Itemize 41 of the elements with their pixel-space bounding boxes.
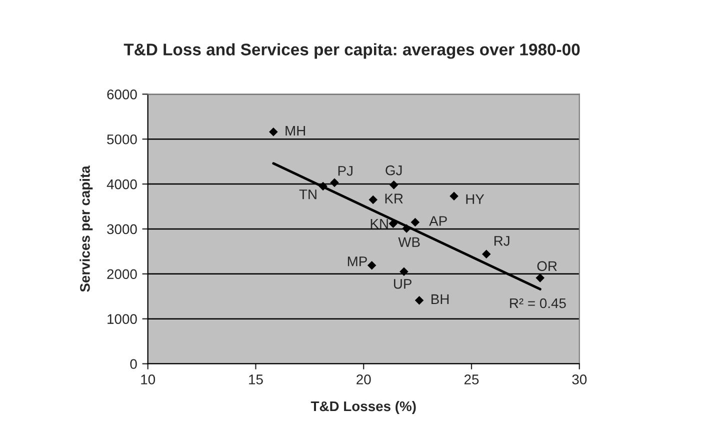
y-tick-label: 5000 (107, 134, 137, 144)
annotation: WB (398, 237, 420, 247)
annotation: RJ (494, 236, 510, 246)
x-tick-label: 30 (572, 374, 587, 384)
annotation: HY (466, 194, 484, 204)
y-tick-label: 3000 (107, 224, 137, 234)
y-tick-label: 6000 (107, 90, 137, 100)
point (269, 128, 278, 136)
annotation: BH (432, 294, 449, 304)
y-tick-label: 1000 (108, 314, 137, 324)
annotation: OR (537, 261, 557, 272)
x-tick-label: 15 (249, 374, 263, 384)
point (536, 274, 545, 282)
point (367, 260, 376, 270)
x-tick-label: 25 (464, 374, 479, 384)
point (482, 250, 491, 259)
point (400, 267, 408, 276)
point (389, 180, 398, 190)
annotation: GJ (386, 165, 402, 176)
annotation: R² = 0.45 (510, 298, 566, 308)
x-tick-label: 20 (356, 374, 371, 384)
y-tick-label: 4000 (106, 179, 137, 190)
point (450, 192, 458, 201)
annotation: MH (286, 126, 305, 136)
annotation: KR (385, 194, 403, 204)
annotation: AP (429, 216, 447, 226)
point (414, 296, 424, 305)
point (330, 178, 339, 188)
y-tick-label: 2000 (107, 269, 137, 280)
x-tick-label: 10 (141, 374, 156, 384)
annotation: KN (370, 218, 388, 229)
point (368, 195, 378, 204)
y-axis-title: Services per capita (80, 166, 93, 292)
x-axis-title: T&D Losses (%) (310, 400, 416, 414)
annotation: TN (299, 190, 316, 200)
annotation: PJ (338, 166, 352, 176)
y-tick-label: 0 (130, 359, 137, 369)
annotation: UP (394, 279, 412, 289)
annotation: MP (348, 256, 367, 266)
point (410, 218, 420, 227)
chart-title: T&D Loss and Services per capita: averages over 1980-00 (124, 43, 580, 59)
